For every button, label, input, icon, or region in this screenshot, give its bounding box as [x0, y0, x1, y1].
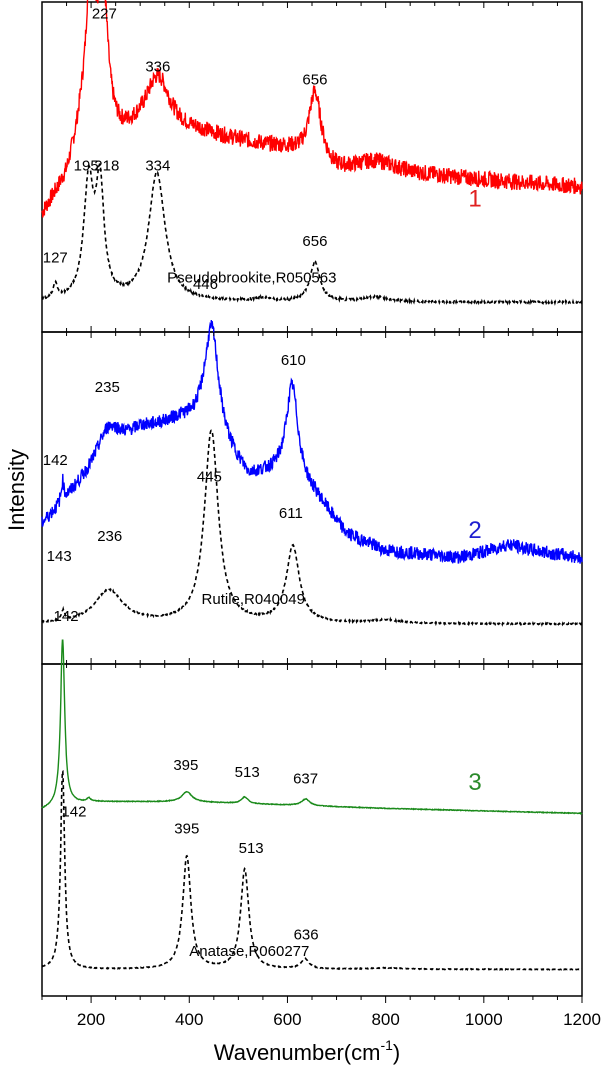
panel-number-label: 3	[468, 769, 481, 796]
x-tick-label: 800	[371, 1010, 399, 1029]
peak-label: 127	[43, 250, 68, 267]
peak-label: 236	[97, 528, 122, 545]
x-tick-label: 400	[175, 1010, 203, 1029]
peak-label: 334	[145, 157, 170, 174]
peak-label: 611	[279, 505, 303, 522]
panel-frame	[41, 663, 583, 997]
x-tick-label: 200	[77, 1010, 105, 1029]
peak-label: 513	[239, 840, 264, 857]
x-tick-label: 1200	[563, 1010, 601, 1029]
reference-2: 445 611 236 143 Rutile,R040049	[41, 429, 583, 628]
sample-2: 446 610 235 142	[41, 276, 583, 564]
peak-label: 656	[302, 233, 327, 250]
x-axis-label-superscript: -1	[380, 1037, 393, 1053]
panel-1: 200227336656195218334127656Pseudobrookit…	[41, 0, 583, 333]
peak-label: 637	[293, 771, 318, 788]
sample-1: 200227336656	[41, 0, 583, 218]
peak-label: 656	[302, 72, 327, 89]
peak-label: 513	[235, 764, 260, 781]
panel-2: 446 610 235 142 445 611 236 143 Rutile,R040049 2	[41, 276, 583, 665]
panels-layer: 200227336656195218334127656Pseudobrookit…	[41, 0, 583, 997]
reference-name-label: Rutile,R040049	[202, 591, 305, 608]
panel-number-label: 2	[468, 517, 481, 544]
peak-label: 445	[197, 468, 222, 485]
sample-3-line	[41, 639, 583, 815]
sample-2-line	[41, 320, 583, 564]
sample-1-line	[41, 0, 583, 218]
reference-3-line	[41, 770, 582, 972]
peak-label: 142	[54, 608, 79, 625]
peak-label: 395	[174, 820, 199, 837]
x-tick-label: 1000	[465, 1010, 503, 1029]
x-tick-label: 600	[273, 1010, 301, 1029]
sample-3: 142 395 513 637	[41, 608, 583, 815]
peak-label: 195	[74, 157, 99, 174]
x-axis-label: Wavenumber(cm-1)	[214, 1037, 400, 1065]
peak-label: 227	[92, 6, 117, 23]
y-axis-label: Intensity	[4, 449, 29, 531]
reference-1-line	[41, 163, 583, 306]
peak-label: 636	[294, 927, 319, 944]
panel-frame	[41, 331, 583, 665]
peak-label: 218	[94, 157, 119, 174]
x-axis: 200 400 600 800 1000 1200	[41, 996, 601, 1029]
reference-name-label: Pseudobrookite,R050563	[167, 270, 336, 287]
peak-label: 142	[43, 452, 68, 469]
peak-label: 142	[61, 804, 86, 821]
peak-label: 336	[145, 58, 170, 75]
reference-2-line	[41, 429, 583, 628]
peak-label: 395	[173, 757, 198, 774]
panel-number-label: 1	[468, 186, 481, 213]
peak-label: 446	[193, 276, 218, 293]
peak-label: 143	[47, 548, 72, 565]
reference-name-label: Anatase,R060277	[189, 943, 309, 960]
peak-label: 610	[281, 352, 306, 369]
peak-label: 235	[95, 379, 120, 396]
